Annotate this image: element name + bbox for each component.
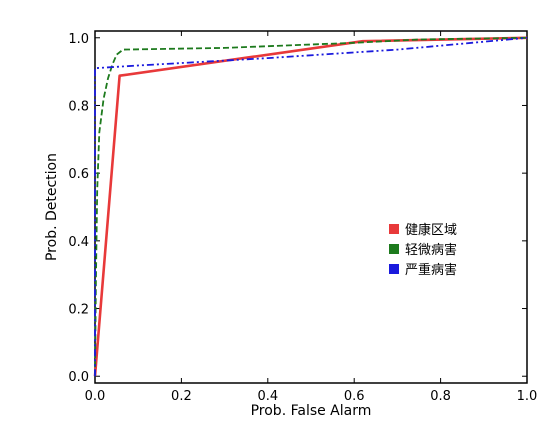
y-tick-label: 0.6 [68, 167, 89, 182]
x-axis-label: Prob. False Alarm [251, 403, 372, 419]
x-tick-label: 0.0 [85, 389, 106, 404]
x-tick-label: 1.0 [517, 389, 538, 404]
series-layer [93, 36, 528, 377]
tick-layer: 0.0 0.2 0.4 0.6 0.8 1.0 0.0 0.2 0.4 0.6 0.8 1.0 [68, 31, 537, 404]
legend-label: 严重病害 [405, 262, 457, 278]
legend-label: 轻微病害 [405, 242, 457, 258]
x-tick-label: 0.8 [430, 389, 451, 404]
legend-label: 健康区域 [405, 222, 457, 238]
y-tick-label: 1.0 [68, 32, 89, 47]
y-axis-label: Prob. Detection [44, 153, 60, 261]
x-tick-label: 0.2 [171, 389, 192, 404]
series-line-3 [94, 36, 528, 377]
y-tick-label: 0.0 [68, 370, 89, 385]
y-tick-label: 0.4 [68, 235, 89, 250]
y-tick-label: 0.2 [68, 303, 89, 318]
x-tick-label: 0.6 [344, 389, 365, 404]
legend-swatch [389, 224, 399, 234]
plot-area-frame [94, 30, 528, 384]
series-line-2 [94, 36, 528, 377]
y-tick-label: 0.8 [68, 99, 89, 114]
series-line-1 [93, 36, 528, 377]
legend-swatch [389, 244, 399, 254]
x-tick-label: 0.4 [257, 389, 278, 404]
legend-swatch [389, 264, 399, 274]
